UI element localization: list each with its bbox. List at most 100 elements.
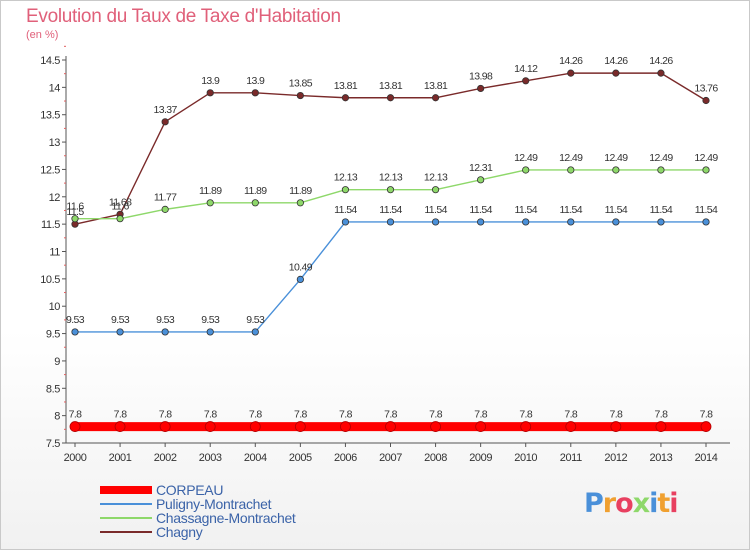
data-point — [702, 166, 710, 174]
data-point — [520, 421, 532, 432]
data-label: 11.89 — [199, 185, 222, 197]
data-label: 7.8 — [339, 409, 353, 421]
data-point — [700, 421, 712, 432]
data-label: 11.54 — [560, 204, 583, 216]
y-tick-label: 10.5 — [40, 274, 60, 286]
data-point — [71, 215, 79, 223]
data-label: 7.8 — [609, 409, 623, 421]
data-label: 13.81 — [334, 80, 358, 92]
data-label: 14.26 — [604, 55, 628, 67]
data-point — [341, 218, 350, 226]
data-point — [296, 275, 304, 284]
data-label: 13.37 — [154, 104, 178, 116]
data-label: 12.13 — [379, 172, 403, 184]
y-tick-label: 13 — [49, 137, 61, 149]
data-point — [386, 94, 395, 102]
data-point — [251, 328, 259, 336]
data-point — [159, 421, 171, 432]
data-point — [475, 421, 487, 432]
data-point — [341, 186, 350, 194]
data-label: 11.54 — [695, 204, 718, 216]
data-point — [612, 166, 620, 174]
data-label: 11.54 — [650, 204, 673, 216]
data-label: 14.26 — [559, 55, 583, 67]
x-tick-label: 2001 — [109, 452, 132, 464]
x-tick-label: 2000 — [64, 452, 87, 464]
data-point — [567, 69, 575, 77]
data-point — [340, 421, 351, 432]
data-label: 12.13 — [334, 172, 358, 184]
data-label: 7.8 — [564, 409, 578, 421]
data-label: 11.5 — [66, 206, 84, 218]
data-point — [161, 205, 169, 213]
data-label: 11.89 — [244, 185, 267, 197]
data-point — [204, 421, 216, 432]
data-label: 7.8 — [249, 409, 263, 421]
x-tick-label: 2008 — [424, 452, 447, 464]
data-point — [341, 94, 350, 102]
data-point — [657, 69, 665, 77]
data-label: 13.81 — [379, 80, 403, 92]
legend-swatch — [100, 517, 152, 519]
data-point — [702, 96, 710, 105]
data-label: 11.68 — [109, 196, 132, 208]
legend-label: Chagny — [156, 524, 203, 540]
data-label: 7.8 — [204, 409, 218, 421]
data-label: 13.76 — [694, 82, 718, 94]
data-point — [296, 199, 304, 207]
data-point — [657, 166, 665, 174]
x-tick-label: 2003 — [199, 452, 222, 464]
data-label: 12.49 — [604, 152, 628, 164]
x-tick-label: 2013 — [649, 452, 672, 464]
data-point — [69, 421, 81, 432]
data-label: 11.6 — [111, 201, 129, 213]
data-point — [565, 421, 577, 432]
data-point — [206, 199, 214, 207]
data-label: 12.13 — [424, 172, 448, 184]
data-point — [251, 89, 259, 97]
data-label: 11.54 — [469, 204, 492, 216]
legend-label: CORPEAU — [156, 482, 224, 498]
y-tick-label: 7.5 — [46, 438, 60, 450]
data-label: 11.89 — [289, 185, 312, 197]
y-tick-label: 10 — [49, 301, 61, 313]
data-label: 10.49 — [289, 261, 313, 273]
data-point — [477, 176, 485, 184]
data-label: 13.85 — [289, 78, 313, 90]
unit-label: (en %) — [26, 29, 59, 41]
data-label: 14.26 — [649, 55, 673, 67]
data-point — [114, 421, 126, 432]
data-label: 11.54 — [424, 204, 447, 216]
data-point — [477, 218, 485, 226]
data-label: 7.8 — [429, 409, 443, 421]
data-label: 9.53 — [111, 314, 130, 326]
data-point — [522, 77, 530, 85]
data-point — [386, 186, 395, 194]
data-label: 13.98 — [469, 70, 493, 82]
data-label: 11.54 — [514, 204, 537, 216]
x-tick-label: 2005 — [289, 452, 312, 464]
y-tick-label: 11 — [49, 247, 60, 259]
y-tick-label: 12 — [49, 192, 61, 204]
x-tick-label: 2012 — [604, 452, 627, 464]
legend-label: Chassagne-Montrachet — [156, 510, 296, 526]
x-tick-label: 2006 — [334, 452, 357, 464]
x-tick-label: 2010 — [514, 452, 537, 464]
data-point — [431, 218, 440, 226]
y-tick-label: 12.5 — [40, 164, 60, 176]
y-tick-label: 11.5 — [41, 219, 60, 231]
data-point — [610, 421, 622, 432]
x-tick-label: 2002 — [154, 452, 177, 464]
data-label: 11.54 — [605, 204, 628, 216]
data-point — [249, 421, 261, 432]
data-label: 12.31 — [469, 162, 493, 174]
data-label: 12.49 — [514, 152, 538, 164]
y-tick-label: 8.5 — [46, 383, 60, 395]
data-point — [702, 218, 710, 226]
data-label: 14.12 — [514, 63, 538, 75]
x-tick-label: 2014 — [695, 452, 718, 464]
data-point — [477, 84, 485, 93]
data-label: 11.54 — [379, 204, 402, 216]
data-point — [251, 199, 259, 207]
data-label: 11.6 — [66, 201, 84, 213]
